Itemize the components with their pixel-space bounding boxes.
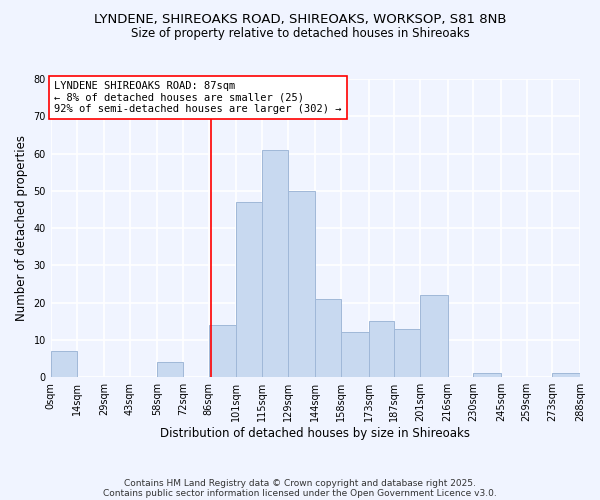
Bar <box>316 299 341 377</box>
Text: LYNDENE SHIREOAKS ROAD: 87sqm
← 8% of detached houses are smaller (25)
92% of se: LYNDENE SHIREOAKS ROAD: 87sqm ← 8% of de… <box>55 81 342 114</box>
Bar <box>157 362 183 377</box>
Text: LYNDENE, SHIREOAKS ROAD, SHIREOAKS, WORKSOP, S81 8NB: LYNDENE, SHIREOAKS ROAD, SHIREOAKS, WORK… <box>94 12 506 26</box>
Bar <box>262 150 288 377</box>
Bar <box>51 351 77 377</box>
Text: Contains public sector information licensed under the Open Government Licence v3: Contains public sector information licen… <box>103 490 497 498</box>
Bar <box>553 374 580 377</box>
X-axis label: Distribution of detached houses by size in Shireoaks: Distribution of detached houses by size … <box>160 427 470 440</box>
Y-axis label: Number of detached properties: Number of detached properties <box>15 135 28 321</box>
Bar <box>236 202 262 377</box>
Bar <box>420 295 448 377</box>
Text: Size of property relative to detached houses in Shireoaks: Size of property relative to detached ho… <box>131 28 469 40</box>
Bar <box>368 322 394 377</box>
Bar <box>288 191 316 377</box>
Bar <box>341 332 368 377</box>
Bar <box>209 325 236 377</box>
Bar <box>473 374 501 377</box>
Text: Contains HM Land Registry data © Crown copyright and database right 2025.: Contains HM Land Registry data © Crown c… <box>124 480 476 488</box>
Bar <box>394 328 420 377</box>
